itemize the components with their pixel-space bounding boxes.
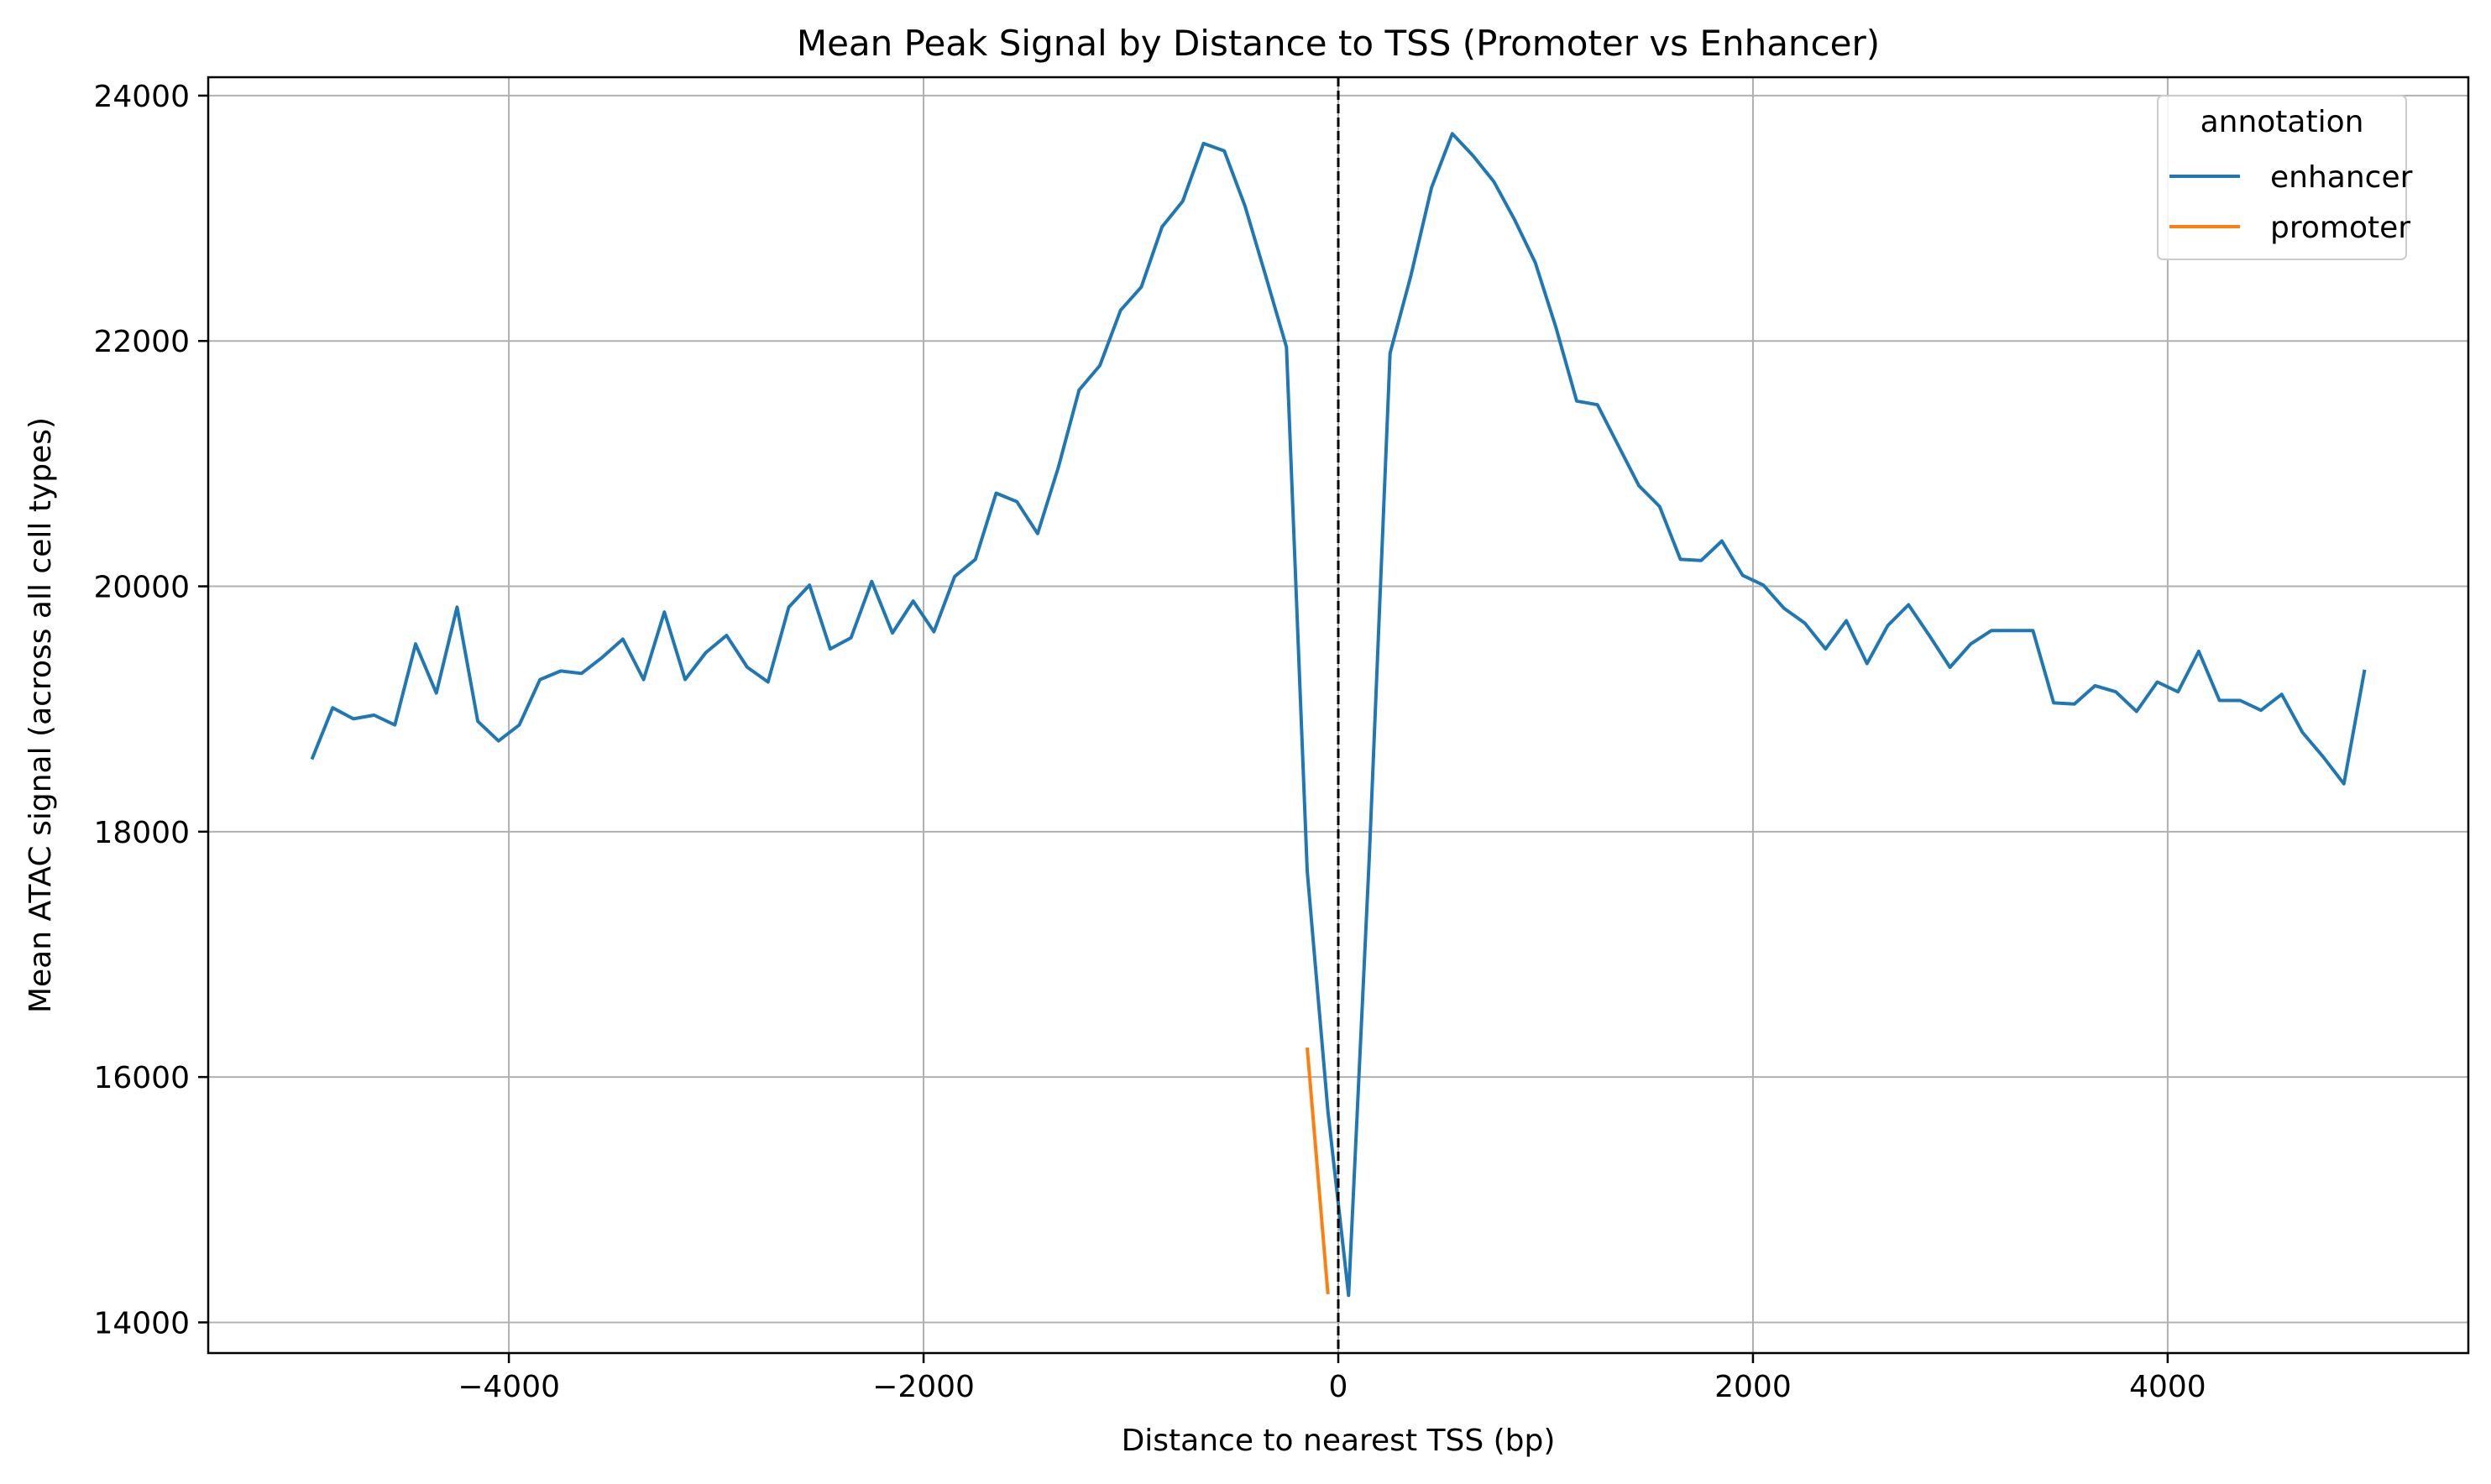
y-tick-label: 20000 [93, 571, 190, 605]
y-tick-label: 16000 [93, 1061, 190, 1095]
legend: annotation enhancer promoter [2157, 95, 2413, 260]
x-tick-label: 0 [1329, 1370, 1348, 1404]
plot-series [310, 132, 2367, 1298]
legend-title: annotation [2201, 105, 2364, 139]
legend-items: enhancer promoter [2169, 160, 2413, 245]
legend-box [2157, 95, 2407, 260]
x-tick-label: −2000 [872, 1370, 975, 1404]
x-axis-ticks: −4000 −2000 0 2000 4000 [458, 1353, 2206, 1404]
x-tick-label: 4000 [2129, 1370, 2206, 1404]
chart-title: Mean Peak Signal by Distance to TSS (Pro… [797, 23, 1880, 64]
legend-label-enhancer: enhancer [2270, 160, 2413, 195]
y-axis-ticks: 14000 16000 18000 20000 22000 24000 [93, 80, 208, 1340]
y-tick-label: 14000 [93, 1306, 190, 1340]
legend-label-promoter: promoter [2270, 211, 2410, 245]
x-tick-label: 2000 [1714, 1370, 1792, 1404]
x-axis-label: Distance to nearest TSS (bp) [1122, 1424, 1556, 1458]
series-line-promoter [1306, 1047, 1330, 1294]
y-tick-label: 24000 [93, 80, 190, 114]
x-tick-label: −4000 [458, 1370, 560, 1404]
series-line-enhancer [310, 132, 2367, 1298]
y-tick-label: 18000 [93, 816, 190, 850]
grid-lines [208, 77, 2468, 1353]
y-tick-label: 22000 [93, 325, 190, 359]
y-axis-label: Mean ATAC signal (across all cell types) [24, 417, 58, 1013]
